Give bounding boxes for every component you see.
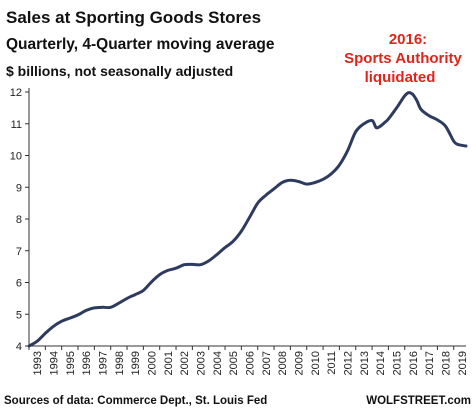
x-tick-label: 2009: [294, 351, 306, 375]
x-tick-label: 2007: [261, 351, 273, 375]
x-tick-label: 2006: [245, 351, 257, 375]
x-axis-ticks: 1993 1994 1995 1996 1997 1998 1999 2000 2001 2002…: [28, 346, 469, 375]
y-tick-label: 5: [16, 309, 22, 321]
x-tick-label: 2018: [441, 351, 453, 375]
x-tick-label: 1994: [49, 351, 61, 375]
x-tick-label: 2004: [212, 351, 224, 375]
x-tick-label: 2012: [343, 351, 355, 375]
x-tick-label: 1997: [98, 351, 110, 375]
axes: [28, 88, 466, 347]
x-tick-label: 2013: [359, 351, 371, 375]
x-tick-label: 2001: [163, 351, 175, 375]
x-tick-label: 2015: [392, 351, 404, 375]
y-tick-label: 7: [16, 246, 22, 258]
y-tick-label: 10: [10, 151, 22, 163]
x-tick-label: 2002: [179, 351, 191, 375]
y-tick-label: 8: [16, 214, 22, 226]
annotation-line-2: Sports Authority: [344, 50, 462, 67]
x-tick-label: 1993: [32, 351, 44, 375]
chart-title: Sales at Sporting Goods Stores: [6, 8, 261, 27]
x-tick-label: 2017: [424, 351, 436, 375]
x-tick-label: 2019: [457, 351, 469, 375]
annotation-line-1: 2016:: [389, 31, 427, 48]
y-tick-label: 9: [16, 182, 22, 194]
y-tick-label: 6: [16, 278, 22, 290]
x-tick-label: 2010: [310, 351, 322, 375]
wolfstreet-watermark: WOLFSTREET.com: [366, 395, 471, 407]
annotation-line-3: liquidated: [365, 69, 436, 86]
x-tick-label: 1996: [81, 351, 93, 375]
x-tick-label: 2011: [326, 351, 338, 375]
y-axis-label: $ billions, not seasonally adjusted: [6, 63, 233, 79]
y-tick-label: 11: [11, 119, 22, 131]
x-tick-label: 1998: [114, 351, 126, 375]
x-tick-label: 2000: [147, 351, 159, 375]
y-tick-label: 12: [10, 87, 22, 99]
x-tick-label: 2016: [408, 351, 420, 375]
y-axis-ticks: 4 5 6 7 8 9 10 11 12: [10, 87, 29, 353]
y-tick-label: 4: [16, 341, 22, 353]
x-tick-label: 1999: [130, 351, 142, 375]
x-tick-label: 2008: [277, 351, 289, 375]
source-note: Sources of data: Commerce Dept., St. Lou…: [4, 395, 267, 407]
sales-series-line: [27, 91, 468, 348]
x-tick-label: 2003: [196, 351, 208, 375]
chart-subtitle: Quarterly, 4-Quarter moving average: [6, 36, 275, 53]
x-tick-label: 2014: [375, 351, 387, 375]
x-tick-label: 2005: [228, 351, 240, 375]
x-tick-label: 1995: [65, 351, 77, 375]
